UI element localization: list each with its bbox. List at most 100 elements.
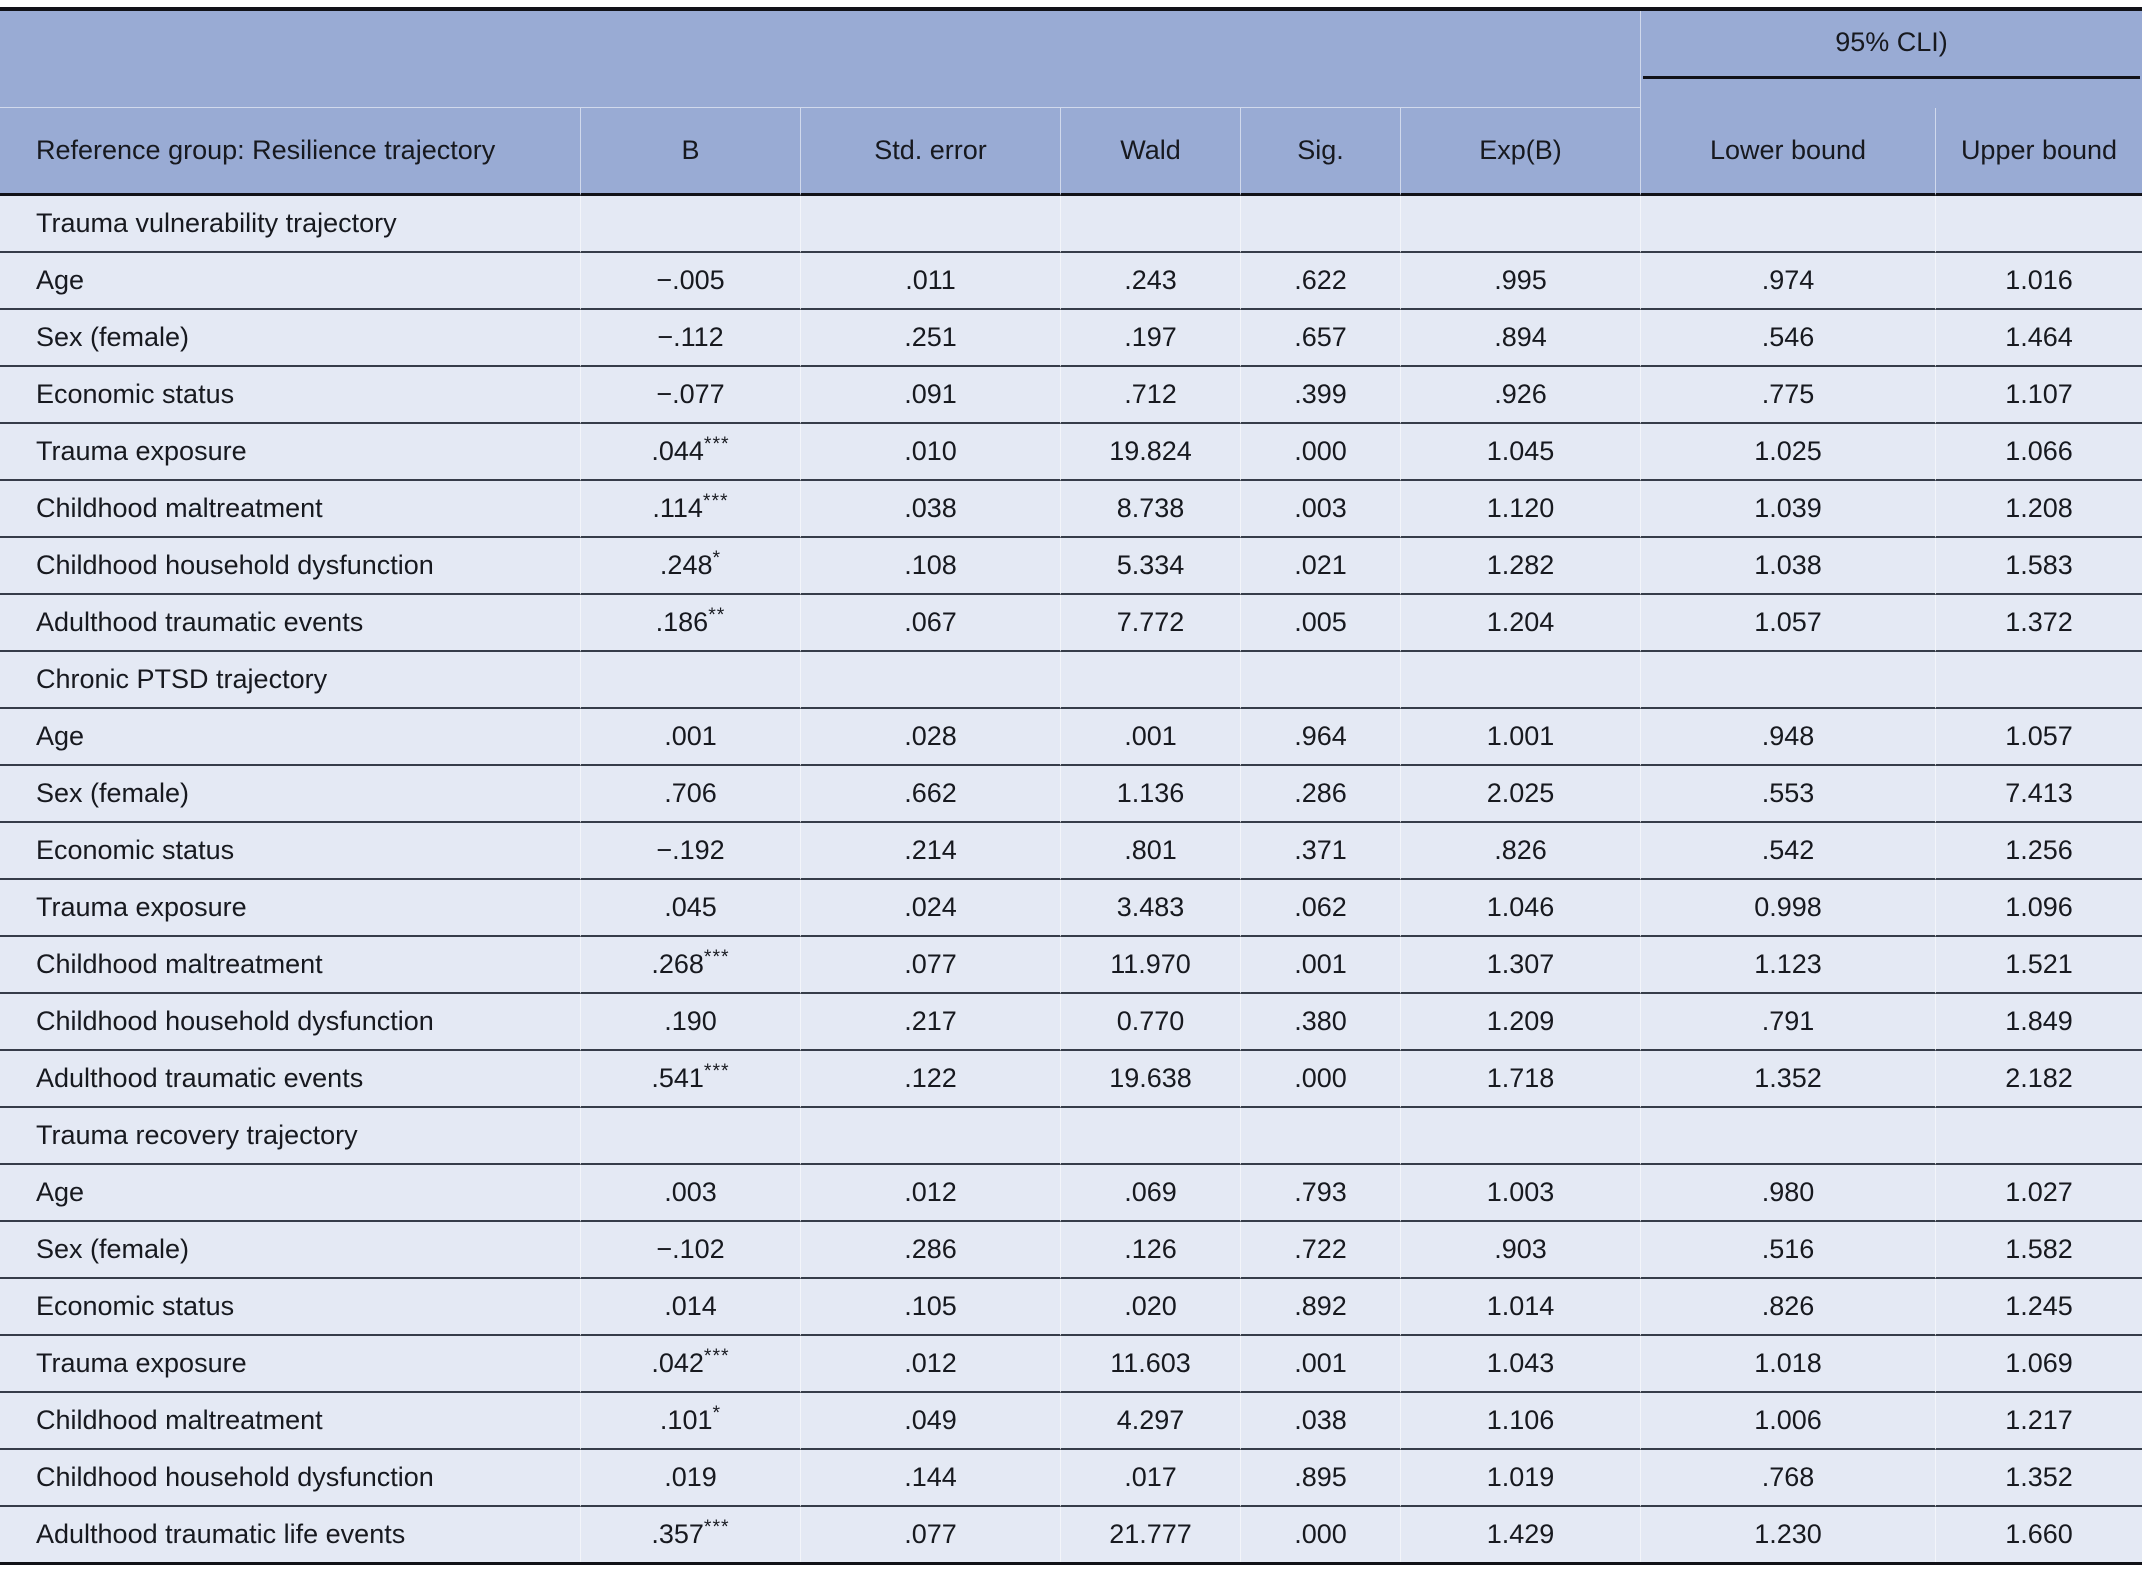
section-empty-cell xyxy=(1935,196,2142,253)
table-row: Sex (female) −.112.251.197.657.894.546 1.4… xyxy=(0,310,2142,367)
table-row: Age .003.012.069.793 1.003.980 1.027 xyxy=(0,1165,2142,1222)
cell-wald: 3.483 xyxy=(1060,880,1240,937)
cell-std-error: .012 xyxy=(800,1165,1060,1222)
cell-exp-b: 1.307 xyxy=(1400,937,1640,994)
cell-std-error: .217 xyxy=(800,994,1060,1051)
significance-stars: *** xyxy=(703,946,730,968)
cell-exp-b: 1.046 xyxy=(1400,880,1640,937)
col-header-lower-bound: Lower bound xyxy=(1640,108,1935,196)
col-header-upper-bound: Upper bound xyxy=(1935,108,2142,196)
col-header-reference-group: Reference group: Resilience trajectory xyxy=(0,108,580,196)
cell-sig: .722 xyxy=(1240,1222,1400,1279)
cell-std-error: .012 xyxy=(800,1336,1060,1393)
cell-lower-bound: 1.039 xyxy=(1640,481,1935,538)
significance-stars: *** xyxy=(702,490,729,512)
cell-std-error: .286 xyxy=(800,1222,1060,1279)
cell-predictor-label: Childhood maltreatment xyxy=(0,1393,580,1450)
column-header-row: Reference group: Resilience trajectory B… xyxy=(0,108,2142,196)
table-row: Sex (female) .706.662 1.136.286 2.025.553 7.… xyxy=(0,766,2142,823)
cell-std-error: .105 xyxy=(800,1279,1060,1336)
section-empty-cell xyxy=(580,1108,800,1165)
cell-b: .042*** xyxy=(580,1336,800,1393)
cell-predictor-label: Adulthood traumatic events xyxy=(0,1051,580,1108)
cell-upper-bound: 2.182 xyxy=(1935,1051,2142,1108)
cell-wald: 19.824 xyxy=(1060,424,1240,481)
cell-exp-b: 1.019 xyxy=(1400,1450,1640,1507)
cell-upper-bound: 1.849 xyxy=(1935,994,2142,1051)
section-empty-cell xyxy=(580,652,800,709)
section-empty-cell xyxy=(1060,196,1240,253)
cell-upper-bound: 1.057 xyxy=(1935,709,2142,766)
significance-stars: *** xyxy=(703,1516,730,1538)
cell-predictor-label: Trauma exposure xyxy=(0,1336,580,1393)
cell-predictor-label: Adulthood traumatic events xyxy=(0,595,580,652)
cell-exp-b: 1.204 xyxy=(1400,595,1640,652)
table-row: Age .001.028.001.964 1.001.948 1.057 xyxy=(0,709,2142,766)
cell-predictor-label: Adulthood traumatic life events xyxy=(36,1519,406,1549)
cell-exp-b: 1.282 xyxy=(1400,538,1640,595)
cell-exp-b: .926 xyxy=(1400,367,1640,424)
cell-std-error: .108 xyxy=(800,538,1060,595)
table-row: Trauma exposure .044*** .010 19.824.000 1.04… xyxy=(0,424,2142,481)
cell-lower-bound: .516 xyxy=(1640,1222,1935,1279)
cell-b: −.077 xyxy=(580,367,800,424)
table-row: Trauma exposure .042*** .012 11.603.001 1.04… xyxy=(0,1336,2142,1393)
section-empty-cell xyxy=(1400,652,1640,709)
section-label: Trauma recovery trajectory xyxy=(0,1108,580,1165)
cell-std-error: .038 xyxy=(800,481,1060,538)
cell-b: .248* xyxy=(580,538,800,595)
cell-upper-bound: 1.583 xyxy=(1935,538,2142,595)
cell-std-error: .024 xyxy=(800,880,1060,937)
table-row: Adulthood traumatic events .541*** .122 19.… xyxy=(0,1051,2142,1108)
cell-wald: .017 xyxy=(1060,1450,1240,1507)
header-spacer xyxy=(0,11,1640,108)
cell-lower-bound: 1.025 xyxy=(1640,424,1935,481)
section-label: Chronic PTSD trajectory xyxy=(0,652,580,709)
ci-group-label: 95% CLI) xyxy=(1643,11,2140,79)
cell-upper-bound: 1.027 xyxy=(1935,1165,2142,1222)
table-body: Trauma vulnerability trajectory Age −.005.… xyxy=(0,196,2142,1562)
cell-wald: .243 xyxy=(1060,253,1240,310)
col-header-exp-b: Exp(B) xyxy=(1400,108,1640,196)
cell-sig: .964 xyxy=(1240,709,1400,766)
cell-upper-bound: 1.464 xyxy=(1935,310,2142,367)
cell-b: .019 xyxy=(580,1450,800,1507)
cell-upper-bound: 1.256 xyxy=(1935,823,2142,880)
cell-sig: .399 xyxy=(1240,367,1400,424)
section-row: Trauma vulnerability trajectory xyxy=(0,196,2142,253)
table-row: Childhood maltreatment .101* .049 4.297.038… xyxy=(0,1393,2142,1450)
cell-std-error: .010 xyxy=(800,424,1060,481)
section-empty-cell xyxy=(1640,196,1935,253)
table-row: Trauma exposure .045.024 3.483.062 1.046 0.9… xyxy=(0,880,2142,937)
section-empty-cell xyxy=(1400,196,1640,253)
cell-sig: .003 xyxy=(1240,481,1400,538)
cell-sig: .286 xyxy=(1240,766,1400,823)
cell-exp-b: 1.120 xyxy=(1400,481,1640,538)
regression-results-table: 95% CLI) Reference group: Resilience tra… xyxy=(0,7,2142,1565)
cell-lower-bound: .948 xyxy=(1640,709,1935,766)
table-row: Economic status −.192.214.801.371.826.542… xyxy=(0,823,2142,880)
cell-lower-bound: .791 xyxy=(1640,994,1935,1051)
cell-std-error: .011 xyxy=(800,253,1060,310)
cell-exp-b: 1.045 xyxy=(1400,424,1640,481)
cell-exp-b: .826 xyxy=(1400,823,1640,880)
cell-wald: 21.777 xyxy=(1060,1507,1240,1562)
cell-lower-bound: .546 xyxy=(1640,310,1935,367)
cell-predictor-label: Economic status xyxy=(0,367,580,424)
cell-sig: .000 xyxy=(1240,424,1400,481)
cell-exp-b: .894 xyxy=(1400,310,1640,367)
cell-sig: .657 xyxy=(1240,310,1400,367)
cell-upper-bound: 7.413 xyxy=(1935,766,2142,823)
cell-std-error: .662 xyxy=(800,766,1060,823)
section-row: Trauma recovery trajectory xyxy=(0,1108,2142,1165)
cell-sig: .380 xyxy=(1240,994,1400,1051)
cell-b: .706 xyxy=(580,766,800,823)
cell-sig: .892 xyxy=(1240,1279,1400,1336)
cell-sig: .371 xyxy=(1240,823,1400,880)
cell-lower-bound: .542 xyxy=(1640,823,1935,880)
cell-lower-bound: .768 xyxy=(1640,1450,1935,1507)
cell-lower-bound: 1.230 xyxy=(1640,1507,1935,1562)
cell-upper-bound: 1.521 xyxy=(1935,937,2142,994)
significance-stars: *** xyxy=(703,433,730,455)
cell-wald: .001 xyxy=(1060,709,1240,766)
